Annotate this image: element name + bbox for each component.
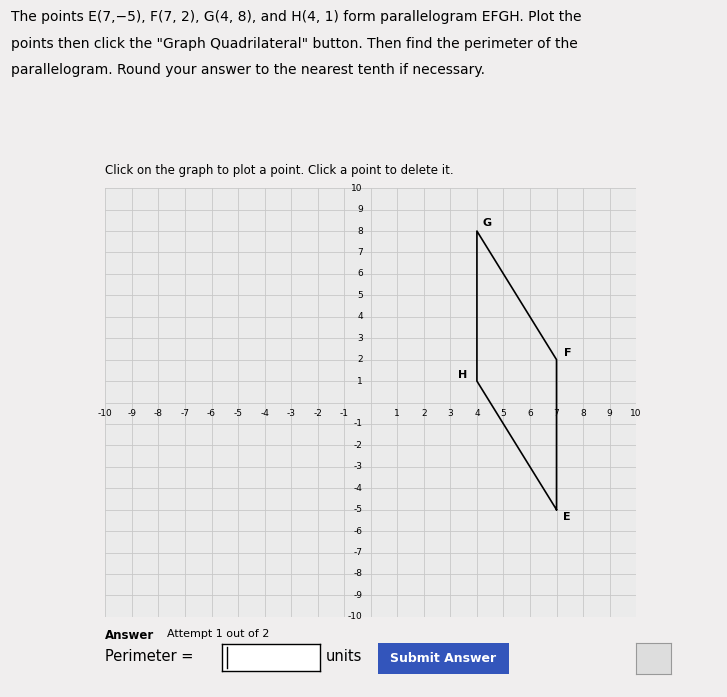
Text: 4: 4 <box>474 409 480 418</box>
Text: 8: 8 <box>357 227 363 236</box>
Text: -2: -2 <box>354 441 363 450</box>
Text: -5: -5 <box>354 505 363 514</box>
Text: 3: 3 <box>357 334 363 343</box>
Text: Answer: Answer <box>105 629 155 642</box>
Text: -1: -1 <box>340 409 349 418</box>
Text: -2: -2 <box>313 409 322 418</box>
Text: G: G <box>482 217 491 228</box>
Text: 9: 9 <box>357 205 363 214</box>
Text: 4: 4 <box>357 312 363 321</box>
Text: 2: 2 <box>421 409 427 418</box>
Text: 5: 5 <box>501 409 506 418</box>
Text: -8: -8 <box>354 569 363 579</box>
Text: -1: -1 <box>354 420 363 429</box>
Text: 9: 9 <box>607 409 612 418</box>
Text: 8: 8 <box>580 409 586 418</box>
Text: Perimeter =: Perimeter = <box>105 649 194 664</box>
Text: parallelogram. Round your answer to the nearest tenth if necessary.: parallelogram. Round your answer to the … <box>11 63 485 77</box>
Text: Click on the graph to plot a point. Click a point to delete it.: Click on the graph to plot a point. Clic… <box>105 164 454 177</box>
Text: H: H <box>458 370 467 380</box>
Text: -9: -9 <box>127 409 137 418</box>
Text: 1: 1 <box>357 376 363 385</box>
Text: 3: 3 <box>448 409 453 418</box>
Text: units: units <box>326 649 362 664</box>
Text: -4: -4 <box>354 484 363 493</box>
Text: 5: 5 <box>357 291 363 300</box>
Text: Submit Answer: Submit Answer <box>390 652 497 665</box>
Text: -7: -7 <box>180 409 190 418</box>
Text: -3: -3 <box>286 409 296 418</box>
Text: E: E <box>563 512 571 522</box>
Text: -7: -7 <box>354 548 363 557</box>
Text: -8: -8 <box>154 409 163 418</box>
Text: 6: 6 <box>527 409 533 418</box>
Text: 7: 7 <box>357 248 363 257</box>
Text: points then click the "Graph Quadrilateral" button. Then find the perimeter of t: points then click the "Graph Quadrilater… <box>11 37 578 51</box>
Text: -10: -10 <box>348 613 363 621</box>
Text: -6: -6 <box>207 409 216 418</box>
Text: F: F <box>564 348 572 358</box>
Text: -5: -5 <box>233 409 243 418</box>
Text: 10: 10 <box>351 184 363 192</box>
Text: 2: 2 <box>357 355 363 364</box>
Text: 7: 7 <box>554 409 559 418</box>
Text: Attempt 1 out of 2: Attempt 1 out of 2 <box>167 629 270 638</box>
Text: 1: 1 <box>395 409 400 418</box>
Text: -4: -4 <box>260 409 269 418</box>
Text: -6: -6 <box>354 527 363 535</box>
Text: 10: 10 <box>630 409 642 418</box>
Text: The points E(7,−5), F(7, 2), G(4, 8), and H(4, 1) form parallelogram EFGH. Plot : The points E(7,−5), F(7, 2), G(4, 8), an… <box>11 10 582 24</box>
Text: 6: 6 <box>357 270 363 278</box>
Text: -10: -10 <box>98 409 113 418</box>
Text: -9: -9 <box>354 591 363 600</box>
Text: -3: -3 <box>354 462 363 471</box>
